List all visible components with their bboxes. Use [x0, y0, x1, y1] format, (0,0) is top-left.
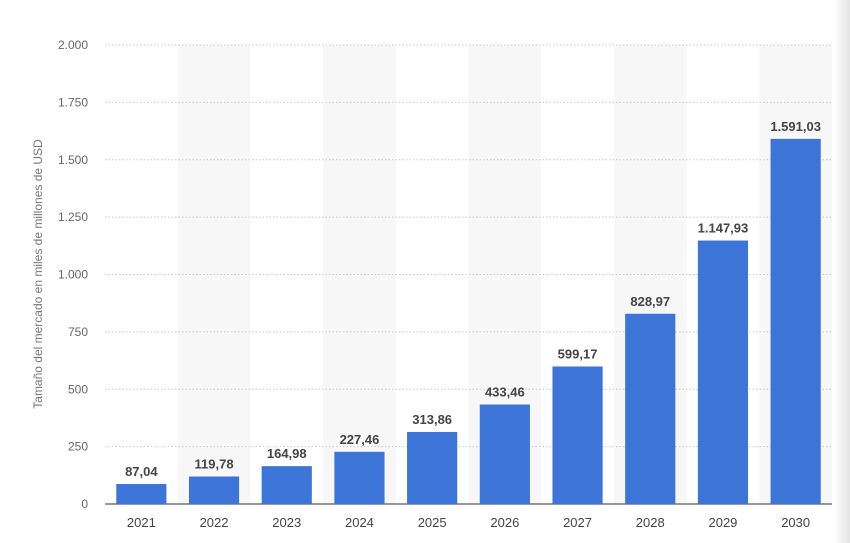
y-tick-label: 1.750 — [58, 95, 88, 109]
bar — [261, 466, 312, 504]
data-label: 599,17 — [558, 346, 598, 361]
bar — [552, 366, 603, 504]
x-tick-label: 2021 — [127, 515, 156, 530]
x-tick-label: 2023 — [272, 515, 301, 530]
x-tick-label: 2029 — [708, 515, 737, 530]
x-tick-label: 2025 — [418, 515, 447, 530]
data-labels: 87,04 119,78 164,98 227,46 313,86 433,46 599,1… — [125, 119, 821, 479]
bar — [407, 431, 458, 504]
y-tick-label: 0 — [81, 497, 88, 511]
y-tick-label: 250 — [68, 440, 88, 454]
bars — [116, 138, 821, 505]
x-axis-ticks: 2021 2022 2023 2024 2025 2026 2027 2028 2029 2030 — [127, 515, 810, 530]
data-label: 1.591,03 — [770, 119, 821, 134]
data-label: 313,86 — [412, 412, 452, 427]
x-tick-label: 2024 — [345, 515, 374, 530]
x-tick-label: 2022 — [200, 515, 229, 530]
x-tick-label: 2028 — [636, 515, 665, 530]
data-label: 164,98 — [267, 446, 307, 461]
y-tick-label: 2.000 — [58, 38, 88, 52]
x-tick-label: 2030 — [781, 515, 810, 530]
x-tick-label: 2027 — [563, 515, 592, 530]
data-label: 87,04 — [125, 464, 158, 479]
bar — [334, 451, 385, 504]
data-label: 828,97 — [630, 294, 670, 309]
bar — [188, 476, 240, 504]
y-tick-label: 1.000 — [58, 268, 88, 282]
background-band — [323, 45, 396, 504]
bar — [116, 484, 167, 504]
y-axis-ticks: 0 250 500 750 1.000 1.250 1.500 1.750 2.000 — [58, 38, 88, 511]
x-tick-label: 2026 — [490, 515, 519, 530]
y-tick-label: 750 — [68, 325, 88, 339]
y-tick-label: 500 — [68, 382, 88, 396]
bar — [479, 404, 530, 504]
data-label: 227,46 — [340, 432, 380, 447]
y-tick-label: 1.500 — [58, 153, 88, 167]
y-tick-label: 1.250 — [58, 210, 88, 224]
bar — [625, 313, 676, 504]
data-label: 1.147,93 — [698, 221, 749, 236]
right-edge-shade — [834, 0, 850, 543]
data-label: 433,46 — [485, 385, 525, 400]
y-axis-title: Tamaño del mercado en miles de millones … — [31, 139, 45, 409]
data-label: 119,78 — [195, 457, 234, 472]
bar — [770, 138, 821, 504]
bar — [697, 240, 749, 505]
